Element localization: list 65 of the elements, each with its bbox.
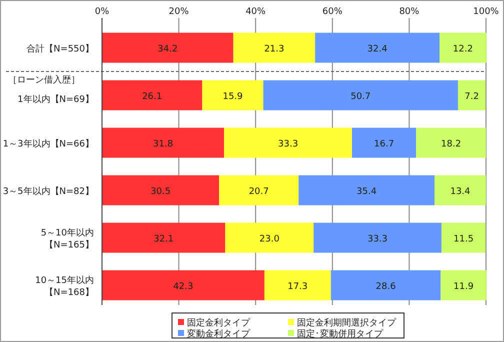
data-label: 50.7: [350, 92, 371, 102]
data-label: 33.3: [367, 234, 388, 244]
bar: [233, 32, 316, 63]
data-label: 13.4: [450, 186, 471, 197]
bar: [102, 222, 226, 253]
legend-label: 固定金利期間選択タイプ: [297, 318, 397, 328]
x-tick-label: 60%: [322, 7, 343, 17]
x-tick-label: 0%: [94, 7, 110, 17]
data-label: 16.7: [374, 139, 394, 150]
data-label: 33.3: [278, 139, 298, 150]
bar: [102, 32, 234, 63]
data-label: 18.2: [441, 139, 462, 150]
bar: [416, 128, 486, 158]
data-label: 42.3: [173, 282, 194, 292]
data-label: 28.6: [376, 282, 396, 292]
bar: [263, 80, 458, 110]
bar: [441, 222, 486, 253]
bar: [314, 222, 442, 253]
y-tick-label: 5～10年以内【N=165】: [40, 227, 94, 250]
bar: [352, 128, 416, 158]
x-tick-label: 20%: [168, 7, 190, 17]
x-tick-label: 40%: [246, 7, 266, 17]
data-label: 12.2: [452, 44, 473, 54]
bar: [202, 80, 264, 110]
bar: [298, 175, 435, 206]
bar: [440, 270, 486, 300]
y-tick-label: 3～5年以内【N=82】: [2, 186, 94, 197]
bar: [102, 128, 224, 158]
bar: [225, 222, 314, 253]
x-tick-label: 80%: [399, 7, 420, 17]
legend-label: 固定金利タイプ: [187, 318, 251, 328]
data-label: 35.4: [356, 186, 377, 197]
bar: [102, 80, 202, 110]
data-label: 17.3: [288, 282, 308, 292]
data-label: 32.1: [154, 234, 174, 244]
data-label: 11.9: [454, 282, 474, 292]
data-label: 15.9: [222, 92, 244, 102]
legend-label: 固定･変動併用タイプ: [297, 328, 384, 340]
data-label: 7.2: [464, 92, 479, 102]
data-label: 23.0: [259, 234, 280, 244]
legend-label: 変動金利タイプ: [187, 328, 251, 340]
data-label: 11.5: [454, 234, 474, 244]
x-tick-label: 100%: [473, 7, 500, 17]
bar: [224, 128, 352, 158]
bar: [434, 175, 486, 206]
bar: [458, 80, 486, 110]
bar: [264, 270, 331, 300]
bar: [219, 175, 299, 206]
y-tick-label: 合計【N=550】: [26, 43, 94, 54]
bar: [102, 270, 264, 300]
data-label: 21.3: [264, 44, 284, 54]
y-tick-label: 1～3年以内【N=66】: [2, 138, 94, 150]
data-label: 32.4: [367, 44, 388, 54]
bar: [315, 32, 440, 63]
data-label: 34.2: [158, 44, 178, 54]
bar: [330, 270, 441, 300]
data-label: 26.1: [142, 92, 162, 102]
bar: [440, 32, 486, 63]
data-label: 31.8: [153, 139, 174, 150]
data-label: 30.5: [150, 186, 171, 197]
text: ［ローン借入歴］: [8, 74, 80, 86]
bar: [102, 175, 220, 206]
y-tick-label: 1年以内【N=69】: [18, 94, 94, 105]
y-tick-label: 10～15年以内【N=168】: [35, 274, 94, 298]
data-label: 20.7: [248, 186, 269, 197]
